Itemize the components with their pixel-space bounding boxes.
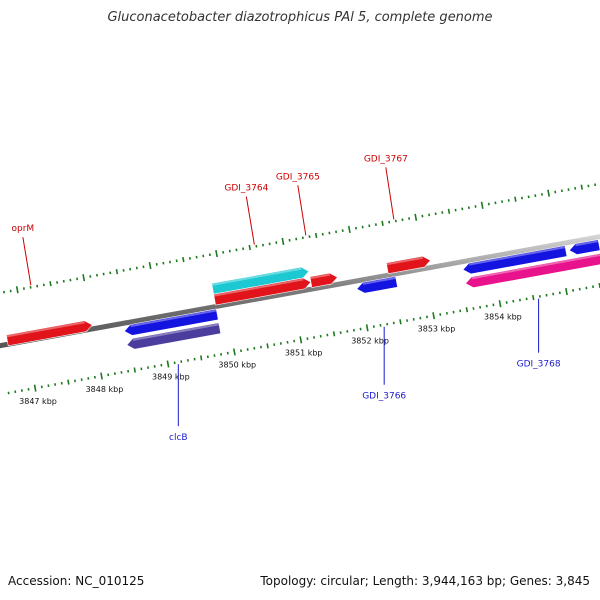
gene-arrow-highlight (469, 246, 566, 266)
gene-arrow-highlight (386, 256, 424, 266)
gene-label-leader (297, 185, 307, 236)
tick-mark-upper (248, 244, 251, 251)
gene-label-clcB[interactable]: clcB (169, 433, 188, 443)
tick-mark-upper (215, 249, 218, 258)
tick-mark-upper (115, 269, 119, 275)
kbp-tick-label: 3852 kbp (351, 337, 389, 346)
tick-mark-lower (100, 372, 103, 380)
gene-arrow-highlight (6, 321, 85, 338)
gene-arrow-highlight (575, 240, 599, 247)
tick-mark-upper (82, 274, 86, 282)
tick-mark-upper (314, 232, 318, 239)
genome-backbone (0, 234, 600, 349)
tick-mark-upper (49, 281, 52, 287)
tick-mark-upper (414, 213, 418, 221)
genome-summary-text: Topology: circular; Length: 3,944,163 bp… (260, 574, 590, 588)
kbp-tick-label: 3853 kbp (418, 324, 456, 333)
tick-mark-lower (199, 355, 203, 361)
tick-mark-upper (281, 237, 285, 246)
tick-mark-lower (332, 331, 336, 337)
tick-mark-lower (133, 367, 137, 373)
tick-mark-lower (432, 312, 436, 320)
tick-mark-lower (465, 307, 469, 313)
kbp-tick-label: 3854 kbp (484, 312, 522, 321)
kbp-tick-label: 3848 kbp (86, 385, 124, 394)
gene-label-leader (385, 167, 395, 220)
tick-mark-upper (447, 208, 451, 214)
tick-mark-lower (365, 324, 369, 332)
tick-mark-lower (266, 343, 269, 349)
gene-arrow-highlight (362, 276, 397, 285)
gene-arrow-GDI_3765[interactable] (309, 272, 338, 288)
gene-label-oprM[interactable]: oprM (12, 224, 35, 234)
gene-label-leader (22, 237, 32, 286)
gene-label-GDI_3766[interactable]: GDI_3766 (362, 392, 406, 402)
tick-mark-lower (33, 384, 37, 392)
tick-mark-lower (565, 287, 568, 296)
tick-mark-lower (166, 360, 170, 368)
tick-mark-lower (532, 295, 535, 301)
tick-mark-upper (480, 201, 484, 209)
gene-label-GDI_3765[interactable]: GDI_3765 (276, 172, 320, 182)
tick-mark-upper (580, 184, 584, 190)
tick-mark-upper (148, 262, 152, 270)
kbp-tick-label: 3850 kbp (218, 361, 256, 370)
gene-label-GDI_3767[interactable]: GDI_3767 (364, 154, 408, 164)
tick-mark-upper (381, 220, 384, 226)
tick-mark-upper (514, 196, 517, 202)
tick-mark-upper (547, 189, 550, 197)
tick-marks (2, 183, 600, 395)
gene-features (5, 239, 600, 350)
tick-mark-upper (15, 286, 19, 294)
gene-label-GDI_3764[interactable]: GDI_3764 (224, 184, 268, 194)
tick-mark-lower (232, 348, 236, 356)
gene-arrow-GDI_3766[interactable] (356, 276, 398, 294)
kbp-tick-label: 3849 kbp (152, 373, 190, 382)
gene-arrow-GDI_3767[interactable] (385, 255, 431, 275)
tick-mark-lower (299, 336, 303, 344)
tick-mark-lower (67, 379, 70, 385)
tick-labels: 3847 kbp 3848 kbp 3849 kbp 3850 kbp 3851 kbp… (19, 312, 522, 405)
gene-arrow-highlight (310, 273, 331, 280)
gene-label-leader (245, 196, 255, 245)
accession-text: Accession: NC_010125 (8, 574, 145, 588)
gene-arrow-highlight (211, 267, 302, 286)
gene-labels: oprM GDI_3764 GDI_3765 GDI_3767 clcB GDI_3766… (12, 154, 561, 443)
tick-mark-upper (347, 225, 351, 233)
tick-mark-lower (399, 319, 402, 325)
gene-arrow-highlight (132, 323, 220, 341)
gene-arrow-highlight (213, 278, 304, 297)
tick-mark-lower (498, 300, 502, 308)
gene-arrow-highlight (130, 309, 217, 328)
gene-arrow-GDI_3768[interactable] (465, 253, 600, 288)
gene-arrow[interactable] (123, 308, 219, 336)
tick-mark-upper (182, 256, 185, 263)
gene-arrow-highlight (471, 253, 600, 280)
page-title: Gluconacetobacter diazotrophicus PAl 5, … (107, 10, 493, 25)
kbp-tick-label: 3847 kbp (19, 397, 57, 406)
gene-arrow[interactable] (213, 277, 312, 306)
kbp-tick-label: 3851 kbp (285, 349, 323, 358)
gene-arrow-oprM[interactable] (5, 320, 93, 347)
gene-arrow-clcB[interactable] (126, 322, 222, 350)
gene-arrow[interactable] (462, 245, 568, 275)
gene-label-GDI_3768[interactable]: GDI_3768 (517, 360, 561, 370)
gene-arrow-GDI_3764[interactable] (211, 266, 310, 295)
